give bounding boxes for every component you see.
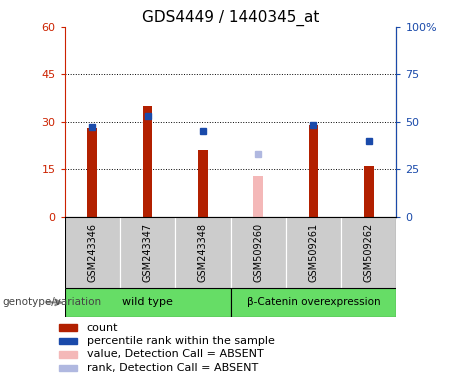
Bar	[341, 217, 396, 288]
Text: GSM243347: GSM243347	[142, 223, 153, 282]
Text: β-Catenin overexpression: β-Catenin overexpression	[247, 297, 380, 308]
Bar	[230, 217, 286, 288]
Text: GSM243348: GSM243348	[198, 223, 208, 282]
Bar	[253, 176, 263, 217]
Bar	[286, 217, 341, 288]
Text: GSM243346: GSM243346	[87, 223, 97, 282]
Bar	[120, 217, 175, 288]
Title: GDS4449 / 1440345_at: GDS4449 / 1440345_at	[142, 9, 319, 25]
Bar	[230, 288, 396, 317]
Text: GSM509260: GSM509260	[253, 223, 263, 282]
Bar	[65, 217, 120, 288]
Text: GSM509261: GSM509261	[308, 223, 319, 282]
Text: rank, Detection Call = ABSENT: rank, Detection Call = ABSENT	[87, 363, 258, 373]
Bar	[59, 338, 77, 344]
Text: count: count	[87, 323, 118, 333]
Text: genotype/variation: genotype/variation	[2, 297, 101, 307]
Bar	[59, 351, 77, 358]
Bar	[364, 166, 374, 217]
Bar	[175, 217, 230, 288]
Text: value, Detection Call = ABSENT: value, Detection Call = ABSENT	[87, 349, 263, 359]
Bar	[65, 288, 230, 317]
Bar	[59, 364, 77, 371]
Bar	[87, 128, 97, 217]
Text: GSM509262: GSM509262	[364, 223, 374, 282]
Bar	[59, 324, 77, 331]
Text: percentile rank within the sample: percentile rank within the sample	[87, 336, 275, 346]
Text: wild type: wild type	[122, 297, 173, 308]
Bar	[198, 151, 208, 217]
Bar	[308, 125, 319, 217]
Bar	[142, 106, 153, 217]
